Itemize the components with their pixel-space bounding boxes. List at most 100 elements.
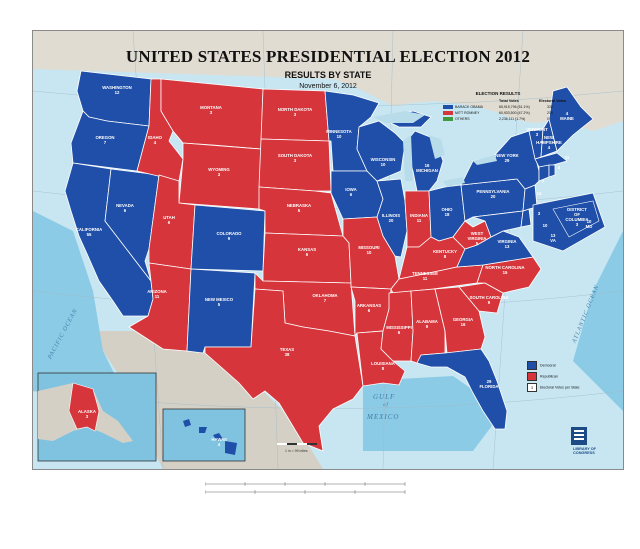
pacific-deep-water <box>33 211 123 391</box>
library-of-congress-logo <box>571 427 587 445</box>
map-date: November 6, 2012 <box>299 83 357 90</box>
us-map-svg <box>33 31 623 469</box>
candidate-electoral-votes: 332 <box>547 105 553 109</box>
candidate-name: OTHERS <box>455 117 470 121</box>
state-label-vt: VERMONT 3 <box>526 127 548 137</box>
state-label-nd: NORTH DAKOTA 3 <box>277 107 313 117</box>
logo-text: LIBRARY OF CONGRESS <box>573 447 596 455</box>
map-title: UNITED STATES PRESIDENTIAL ELECTION 2012 <box>125 47 531 66</box>
state-label-oh: OHIO 18 <box>441 207 453 217</box>
candidate-total-votes: 2,236,111 (1.7%) <box>499 117 526 121</box>
state-label-mi: 16 MICHIGAN <box>416 163 438 173</box>
state-label-ks: KANSAS 6 <box>297 247 317 257</box>
state-rhode-island[interactable] <box>548 164 556 178</box>
state-label-pa: PENNSYLVANIA 20 <box>476 189 510 199</box>
election-results-heading: ELECTION RESULTS <box>475 91 521 96</box>
state-label-ga: GEORGIA 16 <box>452 317 474 327</box>
map-sheet: UNITED STATES PRESIDENTIAL ELECTION 2012… <box>32 30 624 470</box>
election-result-row: MITT ROMNEY 60,933,500 (47.2%) 206 <box>443 111 553 116</box>
atlantic-deep-water <box>573 231 623 411</box>
candidate-swatch <box>443 105 453 110</box>
state-label-wy: WYOMING 3 <box>208 167 230 177</box>
state-label-tn: TENNESSEE 11 <box>411 271 439 281</box>
state-label-wi: WISCONSIN 10 <box>370 157 396 167</box>
state-label-ca: CALIFORNIA 55 <box>75 227 103 237</box>
hawaii-inset <box>162 408 246 462</box>
state-wisconsin[interactable] <box>356 120 406 182</box>
state-maine[interactable] <box>548 86 594 152</box>
state-label-la: LOUISIANA 8 <box>371 361 395 371</box>
state-label-hi: HAWAII 4 <box>211 437 227 447</box>
state-label-wv: WEST VIRGINIA 5 <box>467 231 487 246</box>
state-label-al: ALABAMA 9 <box>416 319 438 329</box>
gulf-label-2: of <box>383 403 389 408</box>
states-layer <box>64 70 594 452</box>
candidate-swatch <box>443 117 453 122</box>
candidate-name: MITT ROMNEY <box>455 111 480 115</box>
state-hawaii[interactable] <box>225 441 237 455</box>
state-label-ne: NEBRASKA 5 <box>286 203 312 213</box>
candidate-swatch <box>443 111 453 116</box>
state-label-dc: DISTRICT OF COLUMBIA 3 <box>565 207 589 227</box>
candidate-electoral-votes: 206 <box>547 111 553 115</box>
state-label-sd: SOUTH DAKOTA 3 <box>277 153 313 163</box>
state-alaska[interactable] <box>68 382 100 432</box>
state-label-sc: SOUTH CAROLINA 9 <box>469 295 509 305</box>
state-label-ok: OKLAHOMA 7 <box>312 293 338 303</box>
state-label-de: 3 <box>537 211 541 216</box>
state-label-ut: UTAH 6 <box>163 215 175 225</box>
candidate-electoral-votes: 0 <box>547 117 549 121</box>
state-label-ia: IOWA 6 <box>345 187 357 197</box>
state-label-ak: ALASKA 3 <box>78 409 96 419</box>
state-label-co: COLORADO 9 <box>216 231 242 241</box>
key-electoral-votes: 3 Electoral Votes per State <box>527 383 597 394</box>
state-label-nh: NEW HAMPSHIRE 4 <box>536 135 562 150</box>
election-result-row: BARACK OBAMA 65,915,796 (51.1%) 332 <box>443 105 553 110</box>
gulf-label-1: GULF <box>373 393 396 401</box>
party-key: Democrat Republican 3 Electoral Votes per… <box>527 361 597 394</box>
state-label-mo: MISSOURI 10 <box>358 245 380 255</box>
state-label-ri: 4 <box>557 165 561 170</box>
state-florida[interactable] <box>416 348 508 430</box>
election-result-row: OTHERS 2,236,111 (1.7%) 0 <box>443 117 549 122</box>
election-results-legend: ELECTION RESULTS Total Votes Electoral V… <box>443 91 593 151</box>
state-label-mn: MINNESOTA 10 <box>326 129 352 139</box>
state-massachusetts[interactable] <box>534 152 568 168</box>
state-label-fl: 29 FLORIDA <box>479 379 499 389</box>
state-illinois[interactable] <box>376 178 408 258</box>
candidate-name: BARACK OBAMA <box>455 105 484 109</box>
state-label-ar: ARKANSAS 6 <box>356 303 382 313</box>
gulf-deep-water <box>363 376 503 451</box>
great-lakes <box>373 111 497 187</box>
state-new-mexico[interactable] <box>186 268 256 354</box>
key-republican: Republican <box>527 372 597 383</box>
state-wyoming[interactable] <box>178 142 262 210</box>
state-label-ky: KENTUCKY 8 <box>433 249 457 259</box>
electoral-votes-header: Electoral Votes <box>539 99 567 103</box>
state-label-dc_md: 10 MD <box>585 219 593 229</box>
state-label-il: ILLINOIS 20 <box>381 213 401 223</box>
scale-text: 1 in = 99 miles <box>285 449 308 453</box>
state-label-wa: WASHINGTON 12 <box>102 85 132 95</box>
state-south-dakota[interactable] <box>258 138 332 192</box>
state-label-id: IDAHO 4 <box>148 135 162 145</box>
map-subtitle: RESULTS BY STATE <box>284 70 372 80</box>
state-kansas[interactable] <box>262 232 352 284</box>
state-label-ct: 7 <box>541 179 545 184</box>
state-label-tx: TEXAS 38 <box>279 347 295 357</box>
state-label-in: INDIANA 11 <box>410 213 428 223</box>
state-label-ny: NEW YORK 29 <box>495 153 519 163</box>
candidate-total-votes: 65,915,796 (51.1%) <box>499 105 530 109</box>
gulf-label-3: MEXICO <box>367 413 400 421</box>
key-democrat: Democrat <box>527 361 597 372</box>
state-label-va: VIRGINIA 13 <box>497 239 517 249</box>
state-label-ma: 11 <box>564 155 570 160</box>
canada-landmass <box>33 31 623 131</box>
state-south-carolina[interactable] <box>458 282 504 314</box>
state-label-ms: MISSISSIPPI 6 <box>386 325 412 335</box>
state-texas[interactable] <box>204 288 364 452</box>
state-label-or: OREGON 7 <box>95 135 115 145</box>
state-label-nc: NORTH CAROLINA 15 <box>485 265 525 275</box>
dc-inset <box>532 192 606 252</box>
footer-scale-svg <box>204 482 406 494</box>
